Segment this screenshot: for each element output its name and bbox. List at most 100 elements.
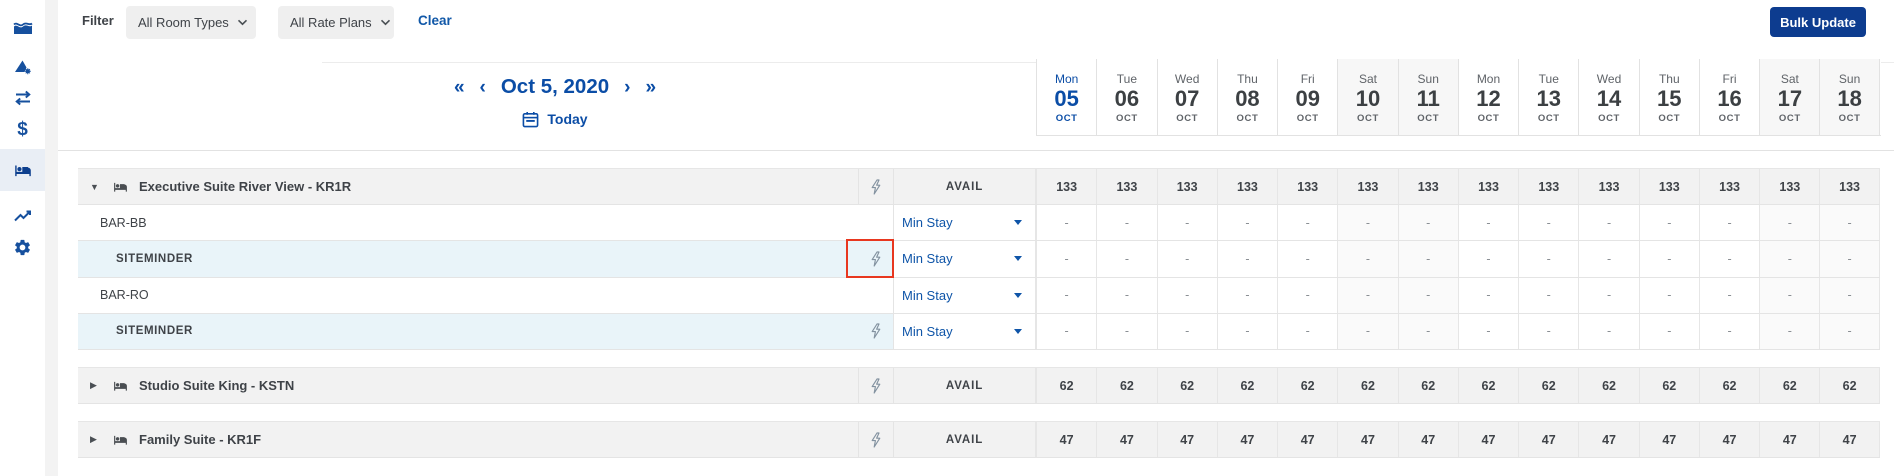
grid-value-cell[interactable]: 133 [1457,169,1518,205]
grid-value-cell[interactable]: 47 [1397,422,1458,458]
min-stay-dropdown[interactable]: Min Stay [894,205,1035,240]
grid-value-cell[interactable]: 133 [1759,169,1819,205]
grid-value-cell[interactable]: - [1337,205,1398,241]
grid-value-cell[interactable]: 47 [1036,422,1096,458]
sidebar-item-performance[interactable] [0,7,45,49]
sidebar-item-inventory[interactable] [0,149,45,191]
grid-value-cell[interactable]: 133 [1518,169,1578,205]
grid-value-cell[interactable]: - [1819,205,1880,241]
min-stay-dropdown[interactable]: Min Stay [894,278,1035,313]
grid-value-cell[interactable]: - [1277,277,1337,313]
grid-value-cell[interactable]: - [1578,277,1638,313]
grid-value-cell[interactable]: - [1277,241,1337,277]
grid-value-cell[interactable]: 62 [1156,368,1217,404]
grid-value-cell[interactable]: 62 [1819,368,1880,404]
grid-value-cell[interactable]: 133 [1216,169,1277,205]
grid-value-cell[interactable]: - [1397,205,1458,241]
grid-value-cell[interactable]: - [1156,277,1217,313]
grid-value-cell[interactable]: 47 [1216,422,1277,458]
flash-icon[interactable] [870,323,882,339]
today-button[interactable]: Today [400,106,710,132]
grid-value-cell[interactable]: - [1638,313,1699,349]
grid-value-cell[interactable]: - [1096,205,1156,241]
expand-caret-icon[interactable]: ▶ [90,380,97,391]
grid-value-cell[interactable]: 133 [1096,169,1156,205]
grid-value-cell[interactable]: - [1156,205,1217,241]
grid-value-cell[interactable]: - [1759,241,1820,277]
grid-value-cell[interactable]: - [1759,205,1820,241]
grid-value-cell[interactable]: - [1698,277,1759,313]
bulk-update-button[interactable]: Bulk Update [1770,7,1866,37]
sidebar-item-analytics[interactable] [0,46,45,88]
grid-value-cell[interactable]: 62 [1518,368,1578,404]
grid-value-cell[interactable]: - [1156,241,1217,277]
grid-value-cell[interactable]: 62 [1337,368,1397,404]
last-page-arrow[interactable]: » [645,76,657,98]
grid-value-cell[interactable]: 62 [1638,368,1699,404]
grid-value-cell[interactable]: 133 [1337,169,1397,205]
grid-value-cell[interactable]: - [1457,205,1518,241]
grid-value-cell[interactable]: 133 [1638,169,1699,205]
grid-value-cell[interactable]: - [1096,241,1156,277]
grid-value-cell[interactable]: - [1819,313,1880,349]
flash-icon[interactable] [870,251,882,267]
grid-value-cell[interactable]: - [1036,313,1096,349]
grid-value-cell[interactable]: - [1036,241,1096,277]
grid-value-cell[interactable]: 62 [1759,368,1819,404]
grid-value-cell[interactable]: - [1457,277,1518,313]
flash-icon[interactable] [870,432,882,448]
flash-icon[interactable] [870,179,882,195]
grid-value-cell[interactable]: 62 [1578,368,1638,404]
first-page-arrow[interactable]: « [453,76,465,98]
grid-value-cell[interactable]: 62 [1397,368,1458,404]
grid-value-cell[interactable]: 62 [1216,368,1277,404]
grid-value-cell[interactable]: 62 [1277,368,1337,404]
rate-plans-dropdown[interactable]: All Rate Plans [278,6,394,39]
grid-value-cell[interactable]: - [1457,313,1518,349]
current-date[interactable]: Oct 5, 2020 [500,75,610,98]
grid-value-cell[interactable]: - [1337,241,1398,277]
sidebar-item-trends[interactable] [0,194,45,236]
sidebar-item-settings[interactable] [0,226,45,268]
grid-value-cell[interactable]: - [1096,277,1156,313]
grid-value-cell[interactable]: 47 [1096,422,1156,458]
grid-value-cell[interactable]: - [1578,313,1638,349]
grid-value-cell[interactable]: 47 [1819,422,1880,458]
grid-value-cell[interactable]: 47 [1457,422,1518,458]
clear-filters-link[interactable]: Clear [418,13,452,28]
grid-value-cell[interactable]: - [1397,313,1458,349]
grid-value-cell[interactable]: - [1518,205,1578,241]
grid-value-cell[interactable]: - [1036,277,1096,313]
next-arrow[interactable]: › [624,76,631,98]
grid-value-cell[interactable]: 47 [1277,422,1337,458]
grid-value-cell[interactable]: - [1578,205,1638,241]
grid-value-cell[interactable]: - [1518,313,1578,349]
grid-value-cell[interactable]: 47 [1698,422,1759,458]
room-types-dropdown[interactable]: All Room Types [126,6,256,39]
grid-value-cell[interactable]: - [1337,277,1398,313]
grid-value-cell[interactable]: - [1216,313,1277,349]
grid-value-cell[interactable]: 47 [1578,422,1638,458]
sidebar-item-rates[interactable]: $ [0,109,45,151]
grid-value-cell[interactable]: - [1518,277,1578,313]
min-stay-dropdown[interactable]: Min Stay [894,314,1035,349]
grid-value-cell[interactable]: 133 [1036,169,1096,205]
grid-value-cell[interactable]: 47 [1337,422,1397,458]
grid-value-cell[interactable]: - [1397,277,1458,313]
grid-value-cell[interactable]: - [1638,241,1699,277]
grid-value-cell[interactable]: 133 [1397,169,1458,205]
grid-value-cell[interactable]: - [1397,241,1458,277]
expand-caret-icon[interactable]: ▶ [90,434,97,445]
grid-value-cell[interactable]: - [1698,313,1759,349]
grid-value-cell[interactable]: - [1216,241,1277,277]
sidebar-item-comparison[interactable] [0,77,45,119]
prev-arrow[interactable]: ‹ [479,76,486,98]
grid-value-cell[interactable]: - [1036,205,1096,241]
grid-value-cell[interactable]: - [1638,277,1699,313]
flash-icon[interactable] [870,378,882,394]
grid-value-cell[interactable]: - [1216,277,1277,313]
grid-value-cell[interactable]: - [1819,277,1880,313]
grid-value-cell[interactable]: - [1698,205,1759,241]
grid-value-cell[interactable]: - [1759,277,1820,313]
grid-value-cell[interactable]: - [1337,313,1398,349]
